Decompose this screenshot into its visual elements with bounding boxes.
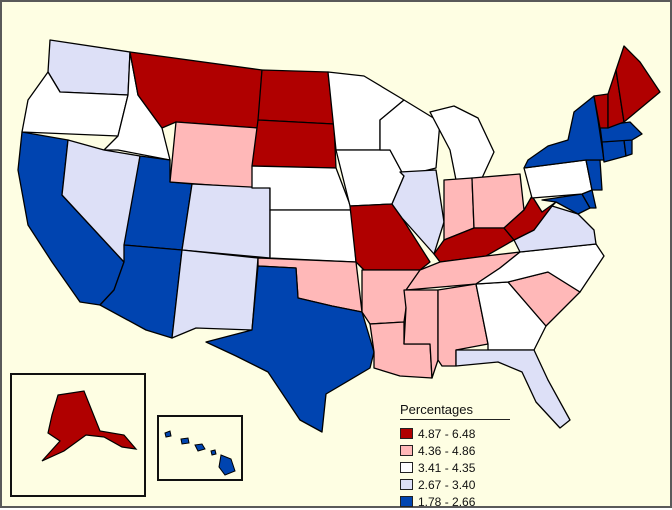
state-WA[interactable] [47,39,131,96]
legend-item: 1.78 - 2.66 [400,493,512,510]
legend-label: 1.78 - 2.66 [418,494,476,509]
legend-swatch [400,496,413,507]
legend: Percentages 4.87 - 6.48 4.36 - 4.86 3.41… [400,402,512,510]
legend-title: Percentages [400,402,510,420]
state-KS[interactable] [269,209,357,263]
state-SD[interactable] [251,119,337,169]
state-NY[interactable] [523,95,605,169]
state-AK[interactable] [41,390,138,462]
hawaii-map [164,430,236,476]
state-WY[interactable] [169,121,259,189]
state-ME[interactable] [615,45,661,123]
legend-swatch [400,462,413,473]
legend-label: 4.87 - 6.48 [418,426,476,441]
hawaii-inset [157,415,243,481]
state-CO[interactable] [181,183,271,259]
state-FL[interactable] [455,349,571,429]
legend-swatch [400,428,413,439]
state-TX[interactable] [205,265,375,433]
legend-swatch [400,445,413,456]
legend-item: 4.87 - 6.48 [400,425,512,442]
state-CT[interactable] [601,139,627,163]
legend-label: 4.36 - 4.86 [418,443,476,458]
state-IL[interactable] [391,169,445,255]
legend-label: 3.41 - 4.35 [418,460,476,475]
legend-swatch [400,479,413,490]
state-ND[interactable] [257,69,335,125]
state-RI[interactable] [623,139,633,157]
state-HI[interactable] [164,430,236,476]
alaska-map [41,390,138,462]
legend-label: 2.67 - 3.40 [418,477,476,492]
alaska-inset [10,373,146,497]
legend-item: 4.36 - 4.86 [400,442,512,459]
state-NM[interactable] [171,249,259,339]
legend-item: 2.67 - 3.40 [400,476,512,493]
state-MI[interactable] [429,105,495,181]
legend-item: 3.41 - 4.35 [400,459,512,476]
